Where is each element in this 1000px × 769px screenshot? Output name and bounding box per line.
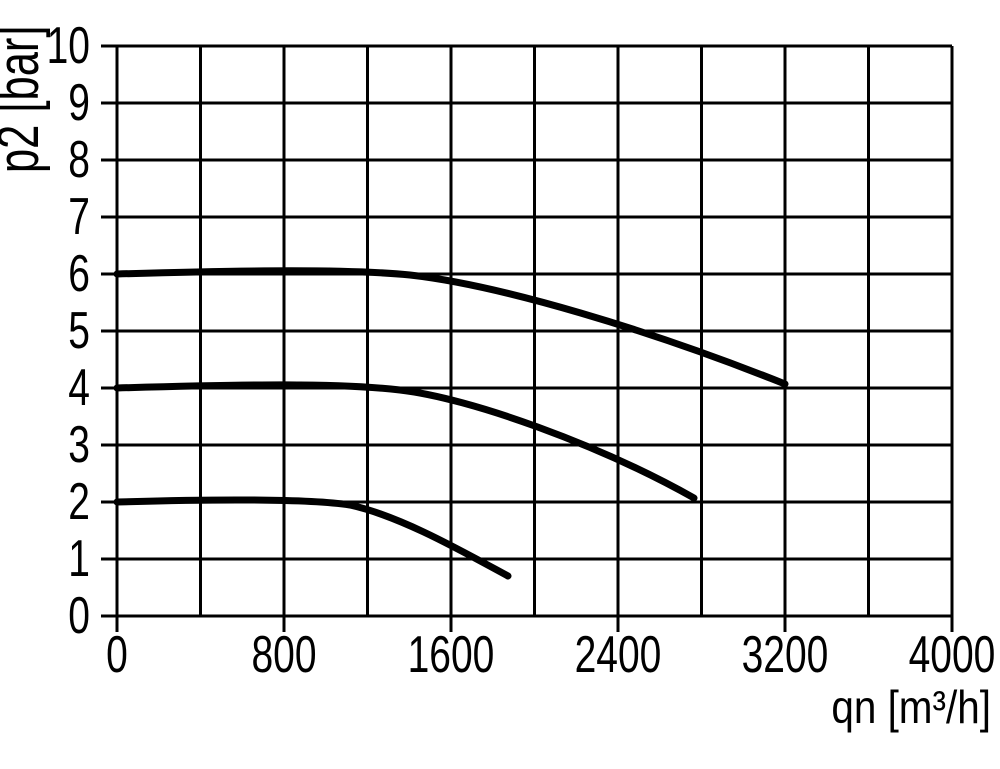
svg-text:7: 7 — [68, 186, 90, 245]
svg-text:8: 8 — [68, 129, 90, 188]
svg-text:qn [m³/h]: qn [m³/h] — [831, 683, 991, 734]
svg-text:10: 10 — [47, 15, 90, 74]
svg-text:5: 5 — [68, 300, 90, 359]
svg-text:1: 1 — [68, 528, 90, 587]
svg-text:4000: 4000 — [909, 624, 996, 683]
svg-text:0: 0 — [106, 624, 128, 683]
svg-text:1600: 1600 — [408, 624, 495, 683]
svg-text:0: 0 — [68, 585, 90, 644]
svg-text:4: 4 — [68, 357, 90, 416]
svg-text:9: 9 — [68, 72, 90, 131]
svg-text:2400: 2400 — [575, 624, 662, 683]
svg-text:2: 2 — [68, 471, 90, 530]
svg-text:p2 [bar]: p2 [bar] — [0, 26, 50, 173]
svg-text:3: 3 — [68, 414, 90, 473]
svg-text:3200: 3200 — [742, 624, 829, 683]
svg-text:6: 6 — [68, 243, 90, 302]
svg-text:800: 800 — [251, 624, 316, 683]
